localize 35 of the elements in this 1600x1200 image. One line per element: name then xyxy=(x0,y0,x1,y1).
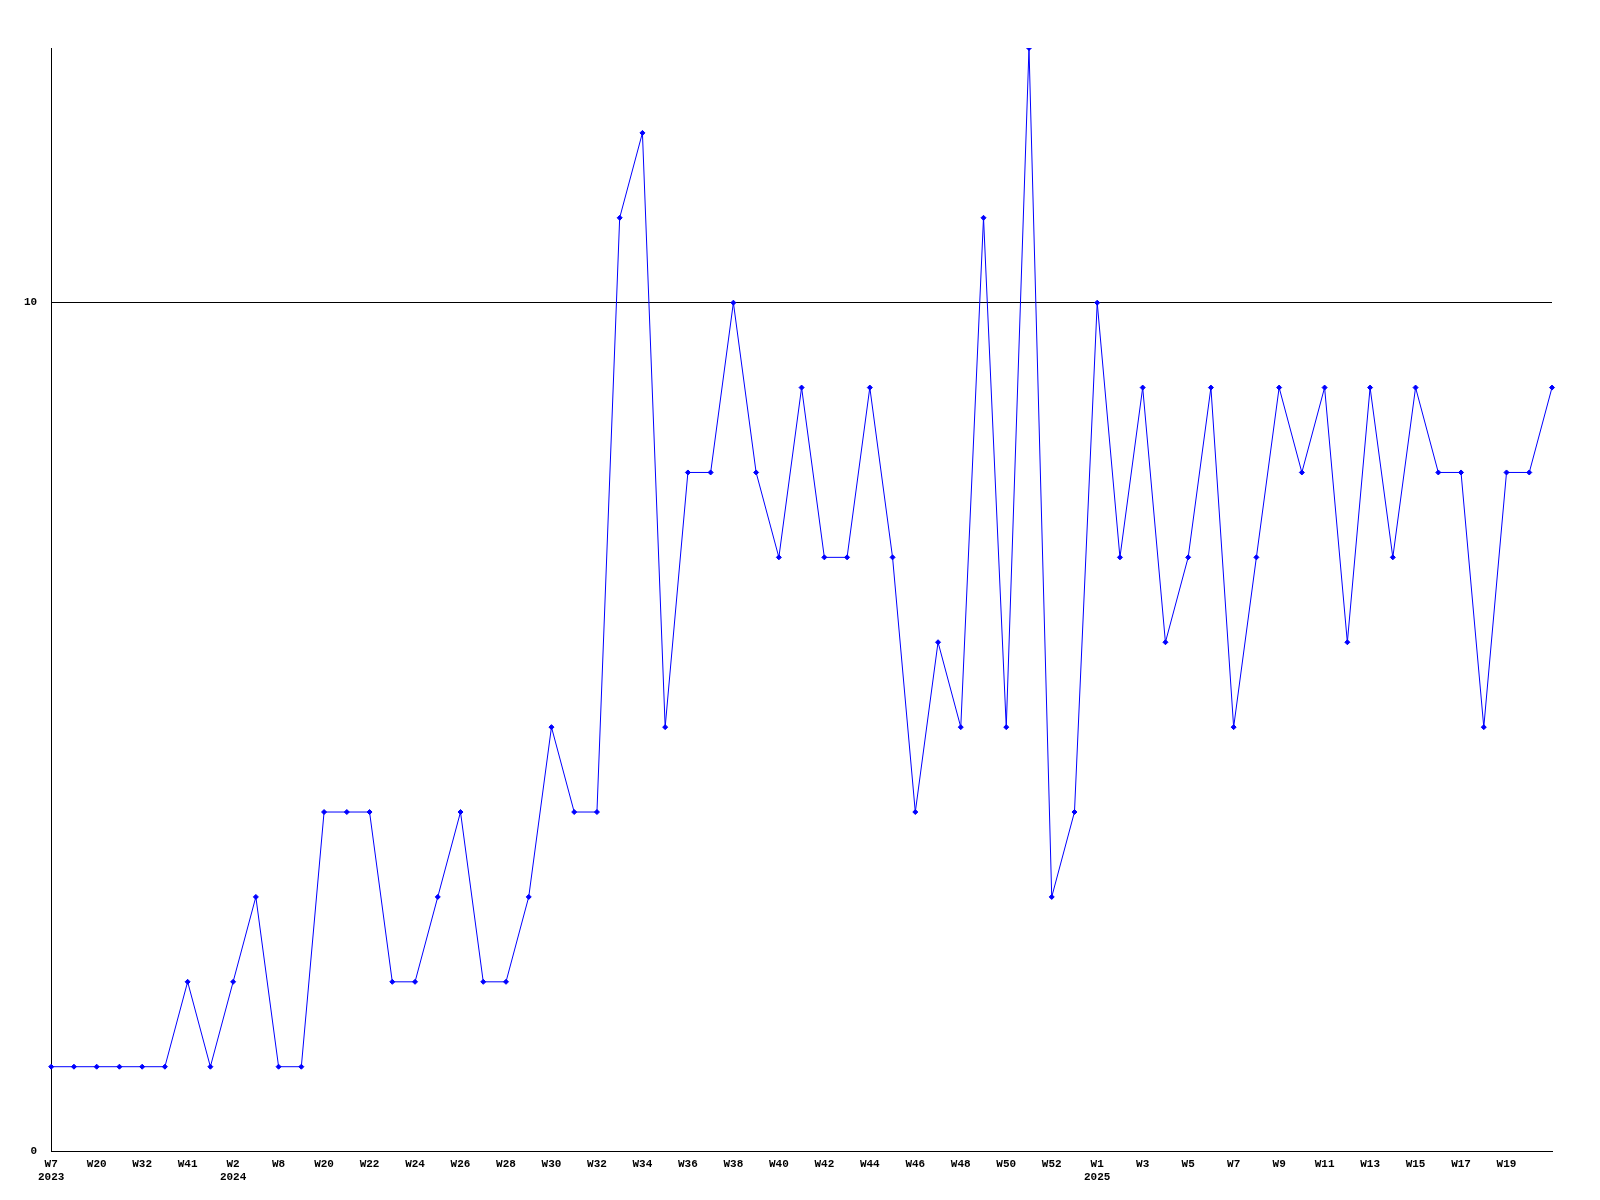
y-tick-label: 10 xyxy=(24,296,38,309)
x-tick-label: W22 xyxy=(359,1157,380,1170)
x-tick-label: W40 xyxy=(768,1157,789,1170)
x-tick-label: W36 xyxy=(678,1157,698,1170)
x-tick-label: W34 xyxy=(632,1157,653,1170)
x-tick-label: W50 xyxy=(996,1157,1017,1170)
x-tick-label: W48 xyxy=(950,1157,972,1170)
x-tick-label: W20 xyxy=(86,1157,107,1170)
x-tick-label: W7 2023 xyxy=(38,1157,65,1184)
x-tick-label: W38 xyxy=(723,1157,744,1170)
x-tick-label: W17 xyxy=(1451,1157,1471,1170)
x-tick-label: W15 xyxy=(1405,1157,1426,1170)
x-tick-label: W13 xyxy=(1360,1157,1381,1170)
x-tick-label: W1 2025 xyxy=(1084,1157,1111,1184)
x-tick-label: W11 xyxy=(1314,1157,1335,1170)
x-tick-label: W52 xyxy=(1041,1157,1062,1170)
x-tick-label: W46 xyxy=(905,1157,926,1170)
x-tick-label: W2 2024 xyxy=(219,1157,247,1184)
x-tick-label: W44 xyxy=(859,1157,881,1170)
x-tick-label: W7 xyxy=(1227,1157,1241,1170)
x-tick-label: W19 xyxy=(1496,1157,1517,1170)
x-tick-label: W8 xyxy=(271,1157,286,1170)
x-tick-label: W24 xyxy=(405,1157,426,1170)
x-tick-label: W3 xyxy=(1136,1157,1150,1170)
x-tick-label: W20 xyxy=(314,1157,334,1170)
x-tick-label: W42 xyxy=(814,1157,835,1170)
x-tick-label: W28 xyxy=(496,1157,517,1170)
x-tick-label: W26 xyxy=(450,1157,471,1170)
x-tick-label: W41 xyxy=(177,1157,198,1170)
x-tick-label: W5 xyxy=(1181,1157,1196,1170)
x-tick-label: W32 xyxy=(132,1157,153,1170)
x-tick-label: W9 xyxy=(1272,1157,1286,1170)
y-tick-label: 0 xyxy=(30,1145,38,1158)
x-tick-label: W30 xyxy=(541,1157,562,1170)
x-tick-label: W32 xyxy=(587,1157,607,1170)
